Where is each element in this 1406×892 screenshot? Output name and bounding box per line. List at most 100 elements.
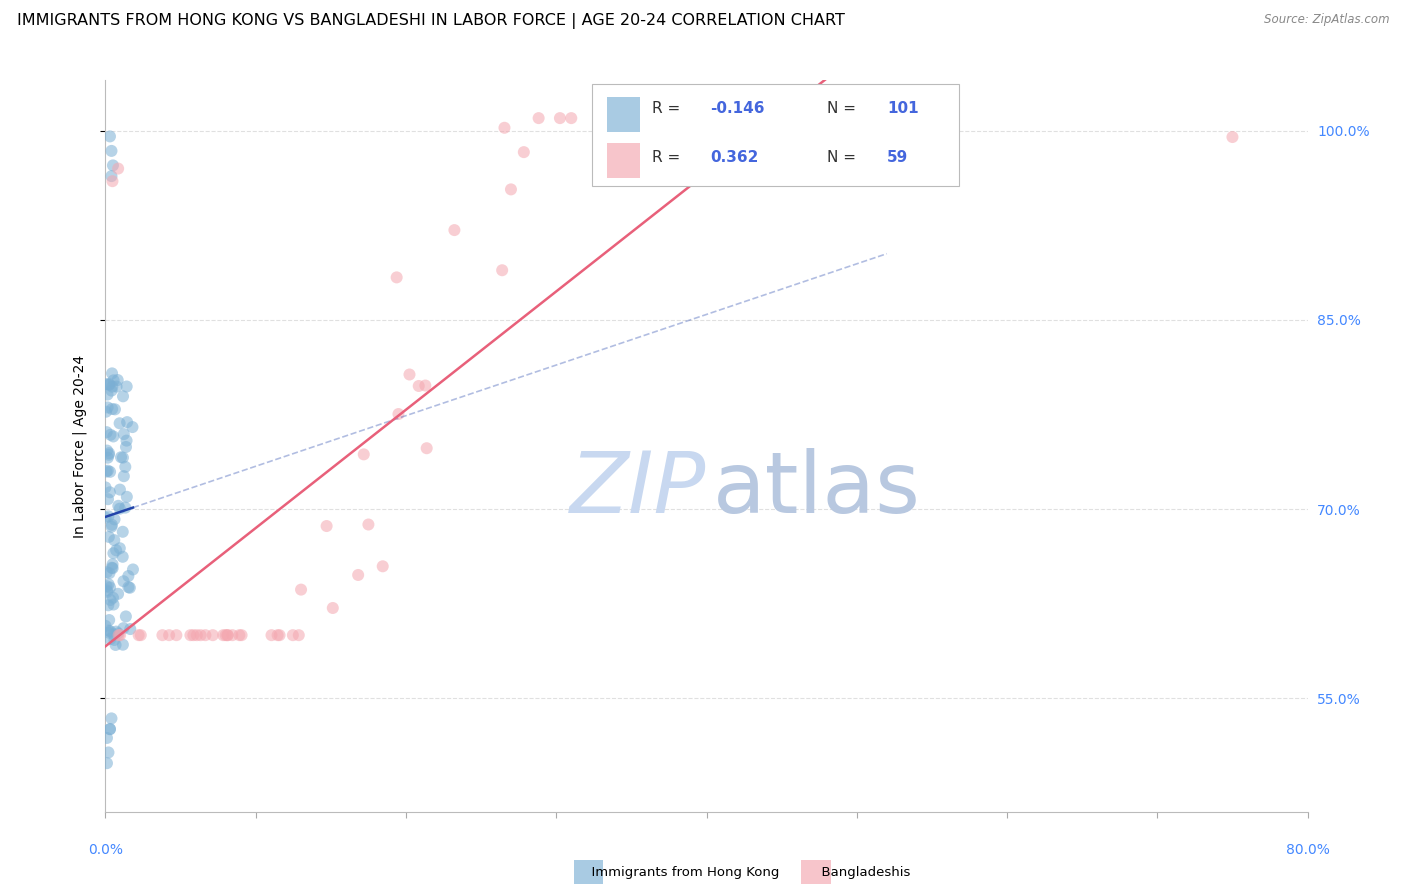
Point [103, 429, 125, 443]
Point [115, 434, 138, 448]
Point [288, 628, 311, 642]
Point [97, 401, 120, 415]
Point [98, 722, 121, 736]
Point [717, 111, 740, 125]
Point [98, 129, 121, 144]
Point [104, 402, 127, 417]
Point [96, 583, 118, 598]
Text: R =: R = [652, 101, 686, 116]
Point [1222, 130, 1244, 145]
Point [96, 566, 118, 580]
Point [103, 632, 125, 647]
Point [527, 111, 550, 125]
Point [101, 558, 124, 572]
Bar [607, 97, 640, 132]
Bar [607, 143, 640, 178]
Point [190, 628, 212, 642]
Point [100, 427, 122, 442]
Point [415, 441, 437, 455]
Point [100, 520, 122, 534]
Point [673, 111, 696, 125]
Point [387, 407, 409, 421]
Point [818, 111, 841, 125]
Point [94, 405, 117, 419]
Point [212, 628, 235, 642]
Point [98, 624, 121, 639]
Point [105, 543, 128, 558]
Point [357, 517, 380, 532]
Point [105, 624, 128, 639]
Point [415, 378, 437, 392]
Point [112, 427, 135, 442]
Point [315, 519, 337, 533]
Point [98, 632, 121, 646]
Point [94, 619, 117, 633]
Point [194, 628, 217, 642]
Point [103, 598, 125, 612]
Point [101, 379, 124, 393]
Point [101, 591, 124, 605]
Point [560, 111, 582, 125]
Point [201, 628, 224, 642]
Point [103, 373, 125, 387]
Point [100, 144, 122, 158]
Point [513, 145, 536, 160]
Point [217, 628, 239, 642]
Point [751, 111, 773, 125]
Point [101, 158, 124, 172]
Text: -0.146: -0.146 [710, 101, 765, 116]
FancyBboxPatch shape [592, 84, 959, 186]
Point [97, 464, 120, 478]
Point [104, 638, 127, 652]
Point [105, 379, 128, 393]
Point [129, 628, 152, 642]
Point [97, 450, 120, 465]
Point [121, 420, 143, 434]
Point [107, 587, 129, 601]
Point [103, 512, 125, 526]
Text: N =: N = [827, 150, 860, 165]
Point [107, 628, 129, 642]
Point [634, 111, 657, 125]
Point [117, 580, 139, 594]
Y-axis label: In Labor Force | Age 20-24: In Labor Force | Age 20-24 [73, 354, 87, 538]
Point [115, 609, 138, 624]
Text: 80.0%: 80.0% [1285, 843, 1330, 857]
Point [97, 599, 120, 613]
Point [108, 501, 131, 516]
Point [186, 628, 208, 642]
Point [215, 628, 238, 642]
Point [96, 731, 118, 745]
Point [108, 483, 131, 497]
Point [443, 223, 465, 237]
Point [98, 485, 121, 500]
Point [122, 562, 145, 576]
Point [152, 628, 174, 642]
Point [117, 569, 139, 583]
Point [97, 625, 120, 640]
Point [107, 626, 129, 640]
Point [120, 622, 142, 636]
Point [128, 628, 150, 642]
Point [98, 613, 121, 627]
Text: atlas: atlas [713, 449, 921, 532]
Point [114, 500, 136, 515]
Point [111, 524, 134, 539]
Point [108, 417, 131, 431]
Point [97, 746, 120, 760]
Point [371, 559, 394, 574]
Point [217, 628, 239, 642]
Point [849, 111, 872, 125]
Point [100, 169, 122, 183]
Point [112, 574, 135, 589]
Point [101, 367, 124, 381]
Point [96, 465, 118, 479]
Point [94, 480, 117, 494]
Point [613, 111, 636, 125]
Point [98, 581, 121, 595]
Point [548, 111, 571, 125]
Point [96, 584, 118, 599]
Point [96, 387, 118, 401]
Point [111, 638, 134, 652]
Point [290, 582, 312, 597]
